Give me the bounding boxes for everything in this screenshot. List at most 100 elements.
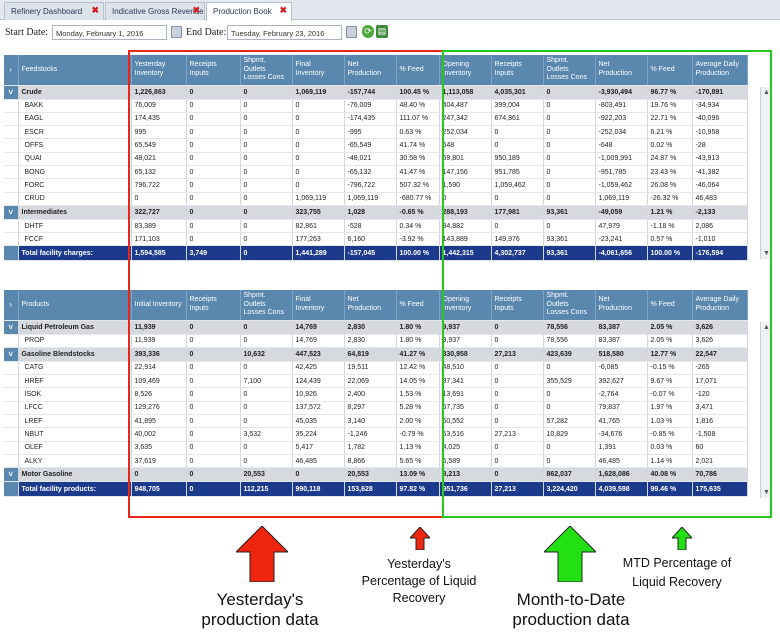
column-header[interactable]: % Feed xyxy=(396,55,440,86)
collapse-icon[interactable]: ˅ xyxy=(4,85,19,100)
table-row[interactable]: LFCC 129,276 0 0 137,572 8,297 5.28 % 57,735 0 0 7… xyxy=(4,401,748,415)
column-header[interactable]: Shpmt. Outlets Losses Cons xyxy=(543,55,596,86)
column-header[interactable]: Receipts Inputs xyxy=(491,55,544,86)
column-header[interactable]: Receipts Inputs xyxy=(186,290,241,321)
table-cell: 46,485 xyxy=(292,454,345,469)
column-header[interactable]: Final Inventory xyxy=(292,55,345,86)
table-cell: 1,442,315 xyxy=(439,245,492,262)
table-row[interactable]: HREF 109,469 0 7,100 124,439 22,069 14.05 % 87,… xyxy=(4,374,748,389)
table-cell: 0 xyxy=(543,387,596,402)
table-row[interactable]: ALKY 37,619 0 0 46,485 8,866 5.65 % 5,589 0 0 46,4… xyxy=(4,454,748,469)
close-icon[interactable]: ✖ xyxy=(192,5,200,15)
mtd-pct-caption: MTD Percentage of Liquid Recovery xyxy=(622,556,732,589)
column-header[interactable]: Shpmt. Outlets Losses Cons xyxy=(240,55,293,86)
column-header[interactable]: Initial Inventory xyxy=(131,290,187,321)
column-header[interactable]: Average Daily Production xyxy=(692,290,748,321)
table-row[interactable]: DHTF 83,389 0 0 82,861 -528 0.34 % 34,882 0 0 47,9… xyxy=(4,219,748,234)
table-row[interactable]: ISOK 8,526 0 0 10,926 2,400 1.53 % 13,691 0 0 -2,7… xyxy=(4,387,748,402)
table-cell: 177,981 xyxy=(491,205,544,220)
table-cell: 0 xyxy=(131,192,187,206)
scroll-down-icon[interactable]: ▼ xyxy=(763,489,770,496)
table-row[interactable]: OLEF 3,635 0 0 5,417 1,782 1.13 % 4,025 0 0 1,391 0… xyxy=(4,441,748,455)
expand-all-icon[interactable]: › xyxy=(4,55,19,86)
table-cell: 0 xyxy=(186,85,241,100)
column-header[interactable]: Feedstocks xyxy=(18,55,132,86)
table-row[interactable]: OFFS 65,549 0 0 0 -65,549 41.74 % 648 0 0 -648 0.02… xyxy=(4,138,748,153)
table-row[interactable]: BONG 65,132 0 0 0 -65,132 41.47 % 147,156 951,78… xyxy=(4,165,748,180)
close-icon[interactable]: ✖ xyxy=(279,5,287,15)
column-header[interactable]: Net Production xyxy=(344,55,397,86)
column-header[interactable]: Shpmt. Outlets Losses Cons xyxy=(240,290,293,321)
refresh-icon[interactable]: ⟳ xyxy=(362,25,374,38)
end-date-field[interactable]: Tuesday, February 23, 2016 xyxy=(227,25,342,40)
table-row[interactable]: PROP 11,939 0 0 14,769 2,830 1.80 % 9,937 0 78,55… xyxy=(4,334,748,348)
table-row[interactable]: EAGL 174,435 0 0 0 -174,435 111.07 % 247,342 674… xyxy=(4,112,748,127)
column-header[interactable]: % Feed xyxy=(647,290,693,321)
row-label: LFCC xyxy=(18,401,132,415)
table-cell: 5.65 % xyxy=(396,454,440,469)
red-arrow-icon xyxy=(236,526,288,582)
feedstocks-scrollbar[interactable]: ▲ ▼ xyxy=(760,87,772,259)
group-row[interactable]: ˅ Crude 1,226,863 0 0 1,069,119 -157,744 100.45… xyxy=(4,85,748,100)
column-header[interactable]: Shpmt. Outlets Losses Cons xyxy=(543,290,596,321)
tab-refinery-dashboard[interactable]: Refinery Dashboard ✖ xyxy=(4,2,104,20)
scroll-up-icon[interactable]: ▲ xyxy=(763,89,770,96)
table-cell: 34,882 xyxy=(439,219,492,234)
column-header[interactable]: Yesterday Inventory xyxy=(131,55,187,86)
table-cell: 5,417 xyxy=(292,441,345,455)
group-row[interactable]: ˅ Motor Gasoline 0 0 20,553 0 20,553 13.09 % 8,2… xyxy=(4,467,748,483)
collapse-icon[interactable]: ˅ xyxy=(4,320,19,335)
column-header[interactable]: Average Daily Production xyxy=(692,55,748,86)
table-cell: 0 xyxy=(543,361,596,376)
tab-indicative-gross-revenue[interactable]: Indicative Gross Revenue ✖ xyxy=(105,2,205,20)
table-cell: 35,224 xyxy=(292,427,345,442)
calendar-icon[interactable] xyxy=(346,26,357,38)
table-row[interactable]: BAKK 76,009 0 0 0 -76,009 48.40 % 404,487 399,00… xyxy=(4,99,748,113)
total-row[interactable]: Total facility charges: 1,594,585 3,749 0 1,… xyxy=(4,245,748,262)
table-row[interactable]: FORC 796,722 0 0 0 -796,722 507.32 % 1,590 1,059… xyxy=(4,178,748,193)
table-row[interactable]: NBUT 40,002 0 3,532 35,224 -1,246 -0.79 % 53,51… xyxy=(4,427,748,442)
column-header[interactable]: Net Production xyxy=(595,290,648,321)
calendar-icon[interactable] xyxy=(171,26,182,38)
column-header[interactable]: Net Production xyxy=(595,55,648,86)
column-header[interactable]: Opening Inventory xyxy=(439,55,492,86)
collapse-icon[interactable]: ˅ xyxy=(4,467,19,483)
column-header[interactable]: Final Inventory xyxy=(292,290,345,321)
column-header[interactable]: Net Production xyxy=(344,290,397,321)
export-icon[interactable]: ▤ xyxy=(376,25,388,38)
start-date-field[interactable]: Monday, February 1, 2016 xyxy=(52,25,167,40)
group-row[interactable]: ˅ Intermediates 322,727 0 0 323,755 1,028 -0.65… xyxy=(4,205,748,220)
table-row[interactable]: LREF 41,895 0 0 45,035 3,140 2.00 % 60,552 0 57,2… xyxy=(4,414,748,429)
table-cell: 0 xyxy=(240,414,293,429)
table-cell: -23,241 xyxy=(595,232,648,247)
row-spacer xyxy=(4,361,19,376)
table-cell: 247,342 xyxy=(439,112,492,127)
column-header[interactable]: Products xyxy=(18,290,132,321)
column-header[interactable]: % Feed xyxy=(396,290,440,321)
table-row[interactable]: CATG 22,914 0 0 42,425 19,511 12.42 % 48,510 0 0-… xyxy=(4,361,748,376)
table-row[interactable]: FCCF 171,103 0 0 177,263 6,160 -3.92 % 143,889 1… xyxy=(4,232,748,247)
row-label: Total facility charges: xyxy=(18,245,132,262)
table-cell: 0 xyxy=(186,205,241,220)
close-icon[interactable]: ✖ xyxy=(91,5,99,15)
scroll-down-icon[interactable]: ▼ xyxy=(763,250,770,257)
table-cell: 19.76 % xyxy=(647,99,693,113)
column-header[interactable]: Opening Inventory xyxy=(439,290,492,321)
tab-production-book[interactable]: Production Book ✖ xyxy=(206,2,292,21)
column-header[interactable]: % Feed xyxy=(647,55,693,86)
expand-all-icon[interactable]: › xyxy=(4,290,19,321)
scroll-up-icon[interactable]: ▲ xyxy=(763,324,770,331)
products-scrollbar[interactable]: ▲ ▼ xyxy=(760,322,772,498)
column-header[interactable]: Receipts Inputs xyxy=(491,290,544,321)
group-row[interactable]: ˅ Gasoline Blendstocks 393,336 0 10,632 447,5… xyxy=(4,347,748,362)
table-cell: 392,627 xyxy=(595,374,648,389)
column-header[interactable]: Receipts Inputs xyxy=(186,55,241,86)
collapse-icon[interactable]: ˅ xyxy=(4,205,19,220)
total-row[interactable]: Total facility products: 948,705 0 112,215 9… xyxy=(4,481,748,498)
table-cell: 147,156 xyxy=(439,165,492,180)
collapse-icon[interactable]: ˅ xyxy=(4,347,19,362)
table-row[interactable]: ESCR 995 0 0 0 -995 0.63 % 252,034 0 0 -252,034 6.2… xyxy=(4,125,748,140)
table-row[interactable]: QUAI 48,021 0 0 0 -48,021 30.58 % 59,801 950,189… xyxy=(4,152,748,166)
table-row[interactable]: CRUD 0 0 0 1,069,119 1,069,119 -680.77 % 0 0 0 1,0… xyxy=(4,192,748,206)
group-row[interactable]: ˅ Liquid Petroleum Gas 11,939 0 0 14,769 2,830… xyxy=(4,320,748,335)
